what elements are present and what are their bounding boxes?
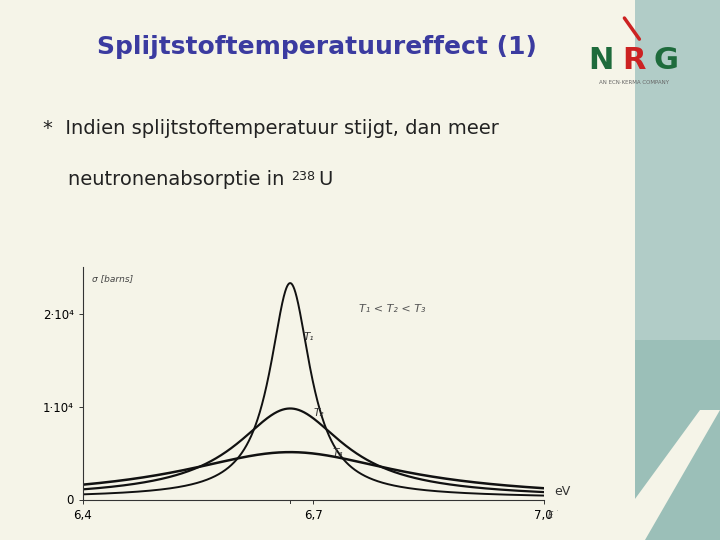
Text: T₁: T₁ bbox=[304, 332, 315, 342]
Text: 238: 238 bbox=[291, 170, 315, 183]
Bar bbox=[635, 0, 720, 340]
Text: T₂: T₂ bbox=[313, 408, 324, 418]
Bar bbox=[635, 0, 720, 540]
Text: *  Indien splijtstoftemperatuur stijgt, dan meer: * Indien splijtstoftemperatuur stijgt, d… bbox=[43, 119, 499, 138]
Text: U: U bbox=[318, 170, 333, 189]
Text: T₁ < T₂ < T₃: T₁ < T₂ < T₃ bbox=[359, 305, 426, 314]
Text: σ: σ bbox=[557, 510, 559, 511]
Text: neutronenabsorptie in: neutronenabsorptie in bbox=[43, 170, 291, 189]
Text: T₃: T₃ bbox=[333, 448, 343, 458]
Text: eV: eV bbox=[554, 485, 571, 498]
Text: σ [barns]: σ [barns] bbox=[92, 274, 133, 284]
Text: G: G bbox=[653, 45, 678, 75]
Text: R: R bbox=[622, 45, 645, 75]
Text: E: E bbox=[547, 511, 553, 519]
Polygon shape bbox=[605, 410, 720, 540]
Text: N: N bbox=[589, 45, 614, 75]
Text: Splijtstoftemperatuureffect (1): Splijtstoftemperatuureffect (1) bbox=[97, 35, 536, 59]
Text: AN ECN·KERMA COMPANY: AN ECN·KERMA COMPANY bbox=[598, 80, 669, 85]
